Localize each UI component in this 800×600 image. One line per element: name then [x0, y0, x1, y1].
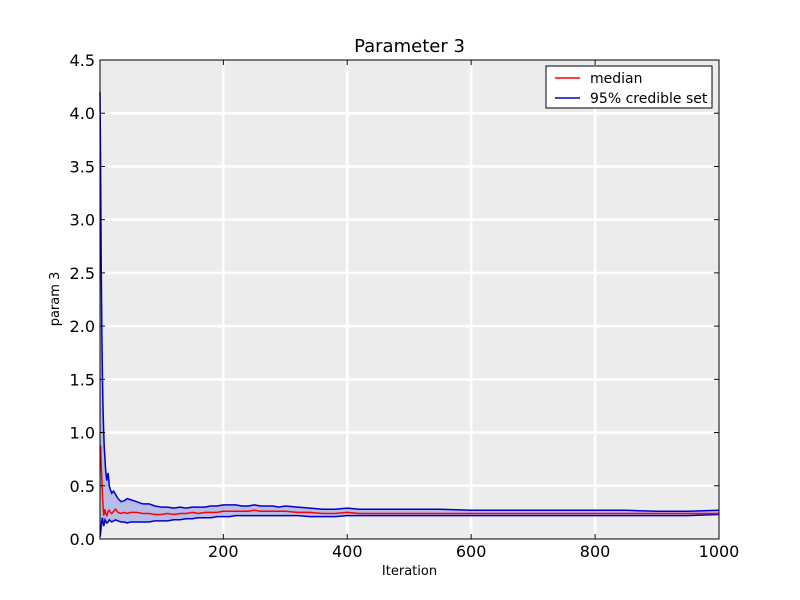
legend-label-credible-set: 95% credible set: [590, 91, 708, 107]
series-upper-line: [99, 91, 720, 513]
x-tick-label-4: 1000: [699, 542, 740, 561]
x-tick-label-1: 400: [332, 542, 363, 561]
x-tick-label-2: 600: [456, 542, 487, 561]
legend-label-median: median: [590, 71, 642, 87]
y-tick-label-4: 2.0: [70, 317, 95, 336]
y-tick-label-5: 2.5: [70, 264, 95, 283]
y-axis-ticks: 0.0 0.5 1.0 1.5 2.0 2.5 3.0 3.5 4.0 4.5: [70, 51, 719, 549]
y-tick-label-8: 4.0: [70, 104, 95, 123]
x-axis-ticks: 200 400 600 800 1000: [208, 60, 739, 561]
x-axis-label: Iteration: [382, 564, 437, 579]
y-tick-label-7: 3.5: [70, 157, 95, 176]
series-lower-line: [99, 513, 720, 538]
y-tick-label-9: 4.5: [70, 51, 95, 70]
plot-area: [100, 60, 719, 539]
legend-box: [545, 65, 713, 109]
y-tick-label-3: 1.5: [70, 370, 95, 389]
x-tick-label-0: 200: [208, 542, 239, 561]
y-tick-label-2: 1.0: [70, 424, 95, 443]
grid-lines: [100, 60, 719, 539]
x-tick-label-3: 800: [580, 542, 611, 561]
y-tick-label-6: 3.0: [70, 211, 95, 230]
legend: median 95% credible set: [545, 65, 713, 109]
y-tick-label-1: 0.5: [70, 477, 95, 496]
plot-frame: [99, 59, 720, 540]
y-axis-label: param 3: [48, 272, 63, 327]
series-median-line: [99, 445, 719, 518]
chart-title: Parameter 3: [354, 36, 465, 57]
y-tick-label-0: 0.0: [70, 530, 95, 549]
